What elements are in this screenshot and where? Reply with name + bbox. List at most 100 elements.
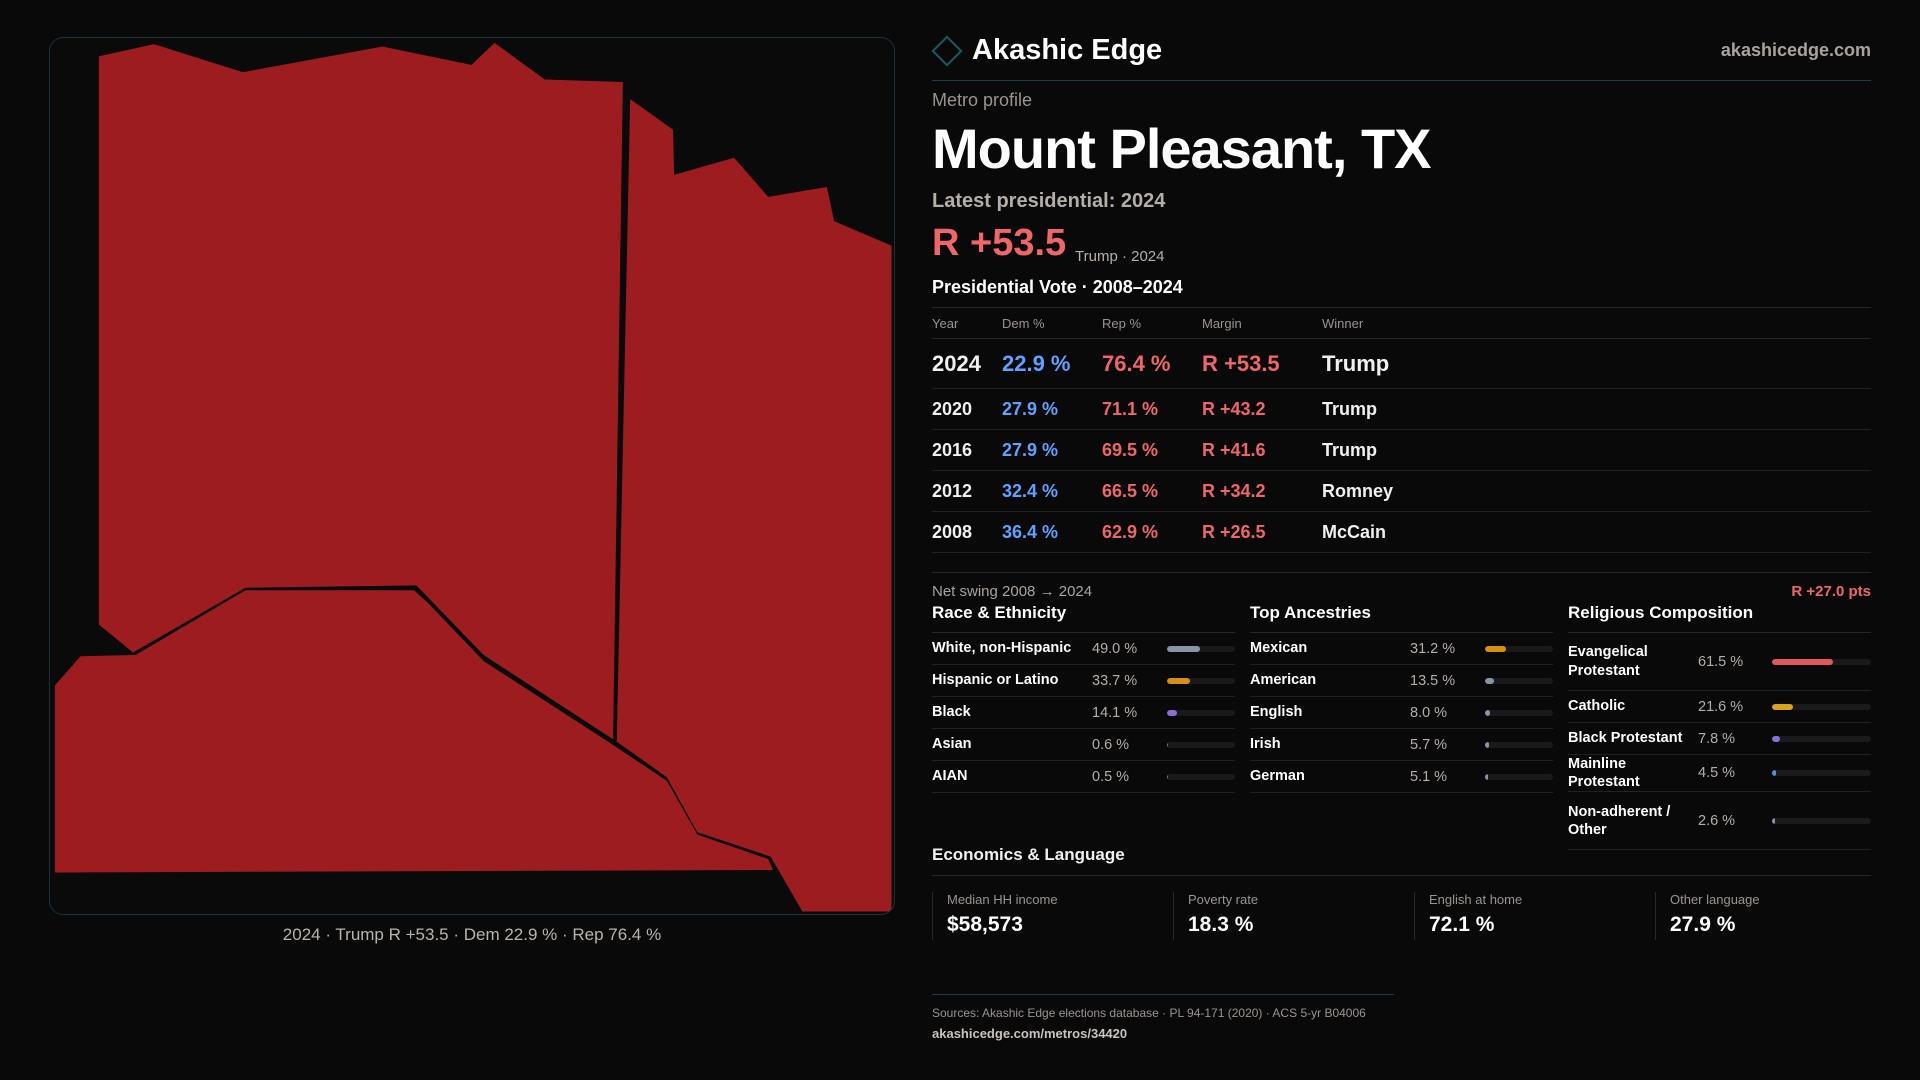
row-pct: 0.5 % bbox=[1092, 768, 1130, 785]
page-url[interactable]: akashicedge.com/metros/34420 bbox=[932, 1026, 1128, 1041]
col-dem: Dem % bbox=[1002, 307, 1102, 339]
row-name: American bbox=[1250, 672, 1317, 689]
net-swing: Net swing 2008 → 2024 R +27.0 pts bbox=[932, 572, 1871, 600]
county-south[interactable] bbox=[54, 590, 774, 873]
brand-logo[interactable]: Akashic Edge bbox=[931, 34, 1163, 67]
card-label: English at home bbox=[1429, 892, 1523, 907]
vote-rep: 66.5 % bbox=[1102, 470, 1202, 512]
row-pct: 4.5 % bbox=[1698, 765, 1736, 782]
card-english: English at home 72.1 % bbox=[1414, 892, 1655, 940]
row-name: Non-adherent / Other bbox=[1568, 803, 1671, 838]
row-name: German bbox=[1250, 768, 1305, 785]
site-link[interactable]: akashicedge.com bbox=[1720, 40, 1871, 60]
vote-margin: R +34.2 bbox=[1202, 470, 1322, 512]
ancestry-title: Top Ancestries bbox=[1250, 602, 1553, 633]
row-bar-fill bbox=[1485, 645, 1507, 652]
vote-winner: Trump bbox=[1322, 388, 1871, 430]
card-label: Other language bbox=[1670, 892, 1760, 907]
row-name: Black bbox=[932, 704, 971, 721]
row-name: White, non-Hispanic bbox=[932, 640, 1072, 657]
latest-label: Latest presidential: 2024 bbox=[932, 190, 1166, 212]
race-section: Race & Ethnicity White, non-Hispanic 49.0 … bbox=[932, 602, 1235, 793]
vote-row: 2008 36.4 % 62.9 % R +26.5 McCain bbox=[932, 511, 1871, 553]
row-pct: 33.7 % bbox=[1092, 672, 1138, 689]
vote-rep: 69.5 % bbox=[1102, 429, 1202, 471]
card-value: 72.1 % bbox=[1429, 913, 1495, 936]
swing-label: Net swing 2008 → 2024 bbox=[932, 583, 1093, 600]
row-bar-fill bbox=[1485, 773, 1489, 780]
row-name: Black Protestant bbox=[1568, 730, 1683, 747]
row-bar bbox=[1485, 741, 1553, 748]
ancestry-section: Top Ancestries Mexican 31.2 % American 13.5 … bbox=[1250, 602, 1553, 793]
votes-title: Presidential Vote · 2008–2024 bbox=[932, 277, 1183, 297]
row-bar-fill bbox=[1167, 645, 1201, 652]
votes-table: Year Dem % Rep % Margin Winner 2024 22.9 … bbox=[932, 307, 1871, 553]
row-pct: 5.7 % bbox=[1410, 736, 1448, 753]
ancestry-row: American 13.5 % bbox=[1250, 665, 1553, 697]
religion-row: Evangelical Protestant 61.5 % bbox=[1568, 633, 1871, 691]
vote-dem: 22.9 % bbox=[1002, 338, 1102, 389]
economics-title: Economics & Language bbox=[932, 845, 1871, 876]
row-bar bbox=[1772, 703, 1871, 710]
row-bar-fill bbox=[1167, 709, 1177, 716]
county-north[interactable] bbox=[98, 42, 623, 740]
row-bar-fill bbox=[1485, 677, 1495, 684]
row-pct: 13.5 % bbox=[1410, 672, 1456, 689]
vote-row: 2012 32.4 % 66.5 % R +34.2 Romney bbox=[932, 470, 1871, 512]
map-svg bbox=[54, 42, 892, 912]
row-bar bbox=[1485, 709, 1553, 716]
vote-margin: R +53.5 bbox=[1202, 338, 1322, 389]
row-pct: 31.2 % bbox=[1410, 640, 1456, 657]
vote-margin: R +43.2 bbox=[1202, 388, 1322, 430]
row-bar-fill bbox=[1167, 677, 1190, 684]
brand-name: Akashic Edge bbox=[972, 34, 1163, 66]
page-title: Mount Pleasant, TX bbox=[932, 117, 1431, 180]
row-bar bbox=[1772, 658, 1871, 665]
religion-row: Catholic 21.6 % bbox=[1568, 691, 1871, 723]
row-pct: 2.6 % bbox=[1698, 812, 1736, 829]
race-row: White, non-Hispanic 49.0 % bbox=[932, 633, 1235, 665]
vote-dem: 27.9 % bbox=[1002, 388, 1102, 430]
vote-dem: 32.4 % bbox=[1002, 470, 1102, 512]
race-row: Black 14.1 % bbox=[932, 697, 1235, 729]
headline-margin-sub: Trump · 2024 bbox=[1075, 248, 1165, 265]
card-label: Poverty rate bbox=[1188, 892, 1259, 907]
row-bar bbox=[1167, 773, 1235, 780]
row-pct: 49.0 % bbox=[1092, 640, 1138, 657]
card-poverty: Poverty rate 18.3 % bbox=[1173, 892, 1414, 940]
race-row: Asian 0.6 % bbox=[932, 729, 1235, 761]
row-bar bbox=[1485, 773, 1553, 780]
vote-winner: McCain bbox=[1322, 511, 1871, 553]
religion-section: Religious Composition Evangelical Protest… bbox=[1568, 602, 1871, 851]
metro-map[interactable] bbox=[49, 37, 895, 915]
vote-dem: 27.9 % bbox=[1002, 429, 1102, 471]
row-bar bbox=[1485, 677, 1553, 684]
col-winner: Winner bbox=[1322, 307, 1871, 339]
row-bar-fill bbox=[1485, 709, 1491, 716]
row-name: Irish bbox=[1250, 736, 1281, 753]
card-value: 18.3 % bbox=[1188, 913, 1254, 936]
diamond-logo-icon bbox=[931, 34, 963, 67]
row-name: English bbox=[1250, 704, 1303, 721]
ancestry-row: German 5.1 % bbox=[1250, 761, 1553, 793]
vote-winner: Trump bbox=[1322, 338, 1871, 389]
row-pct: 61.5 % bbox=[1698, 653, 1744, 670]
row-bar bbox=[1167, 741, 1235, 748]
county-east[interactable] bbox=[616, 99, 892, 912]
vote-row: 2016 27.9 % 69.5 % R +41.6 Trump bbox=[932, 429, 1871, 471]
col-rep: Rep % bbox=[1102, 307, 1202, 339]
vote-margin: R +41.6 bbox=[1202, 429, 1322, 471]
row-bar bbox=[1167, 709, 1235, 716]
footer-divider bbox=[932, 994, 1394, 995]
row-pct: 8.0 % bbox=[1410, 704, 1448, 721]
col-year: Year bbox=[932, 307, 1002, 339]
row-name: Mexican bbox=[1250, 640, 1308, 657]
vote-year: 2024 bbox=[932, 338, 1002, 389]
row-bar bbox=[1485, 645, 1553, 652]
religion-title: Religious Composition bbox=[1568, 602, 1871, 633]
row-pct: 7.8 % bbox=[1698, 730, 1736, 747]
header-divider bbox=[932, 80, 1871, 81]
race-row: AIAN 0.5 % bbox=[932, 761, 1235, 793]
vote-winner: Trump bbox=[1322, 429, 1871, 471]
row-pct: 5.1 % bbox=[1410, 768, 1448, 785]
